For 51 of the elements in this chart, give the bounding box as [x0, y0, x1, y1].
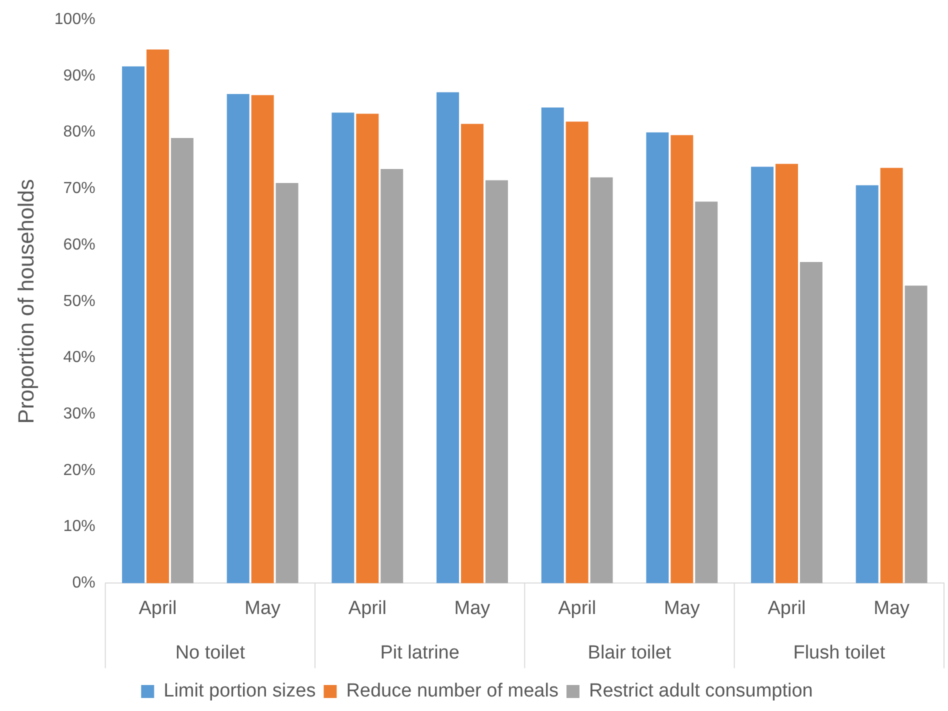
- y-tick-label: 100%: [54, 11, 96, 28]
- y-tick-label: 50%: [63, 292, 96, 310]
- bar: [276, 183, 298, 584]
- bar: [485, 180, 508, 584]
- legend-label: Reduce number of meals: [346, 680, 558, 702]
- bar: [566, 122, 588, 584]
- bar: [775, 164, 798, 584]
- bar: [695, 202, 718, 584]
- bar: [170, 138, 194, 584]
- text: Pit latrine: [380, 642, 460, 664]
- x-tick-label: April: [558, 598, 596, 619]
- x-tick-label: May: [244, 598, 282, 619]
- text: Blair toilet: [588, 642, 672, 664]
- bar: [590, 177, 613, 584]
- bar: [670, 135, 694, 584]
- x-tick-label: April: [138, 598, 177, 619]
- y-tick-label: 30%: [63, 406, 96, 423]
- bar: [460, 124, 484, 584]
- y-axis-title: Proportion of households: [13, 179, 38, 424]
- y-tick-label: 20%: [63, 462, 96, 479]
- bar: [122, 66, 145, 584]
- bar: [146, 49, 169, 584]
- legend-label: Limit portion sizes: [164, 680, 316, 702]
- bar: [226, 94, 250, 584]
- y-tick-label: 10%: [63, 518, 96, 536]
- bar: [904, 286, 928, 584]
- y-tick-label: 90%: [63, 67, 96, 84]
- bar: [800, 262, 822, 584]
- x-tick-label: May: [454, 598, 491, 619]
- bar: [356, 114, 379, 584]
- x-tick-label: April: [348, 598, 386, 619]
- bar: [436, 92, 460, 584]
- bar: [856, 185, 878, 584]
- bar: [380, 168, 404, 584]
- y-tick-label: 60%: [63, 236, 96, 254]
- x-tick-label: May: [664, 598, 700, 619]
- x-tick-label: April: [768, 598, 806, 619]
- bar: [332, 112, 354, 584]
- bar: [251, 95, 274, 584]
- bar: [646, 132, 669, 584]
- text: Flush toilet: [793, 642, 886, 664]
- bar: [751, 166, 774, 584]
- legend-label: Restrict adult consumption: [588, 680, 813, 702]
- y-tick-label: 40%: [63, 349, 96, 366]
- text: No toilet: [175, 642, 246, 664]
- y-tick-label: 80%: [63, 124, 96, 141]
- bar: [880, 168, 903, 584]
- y-tick-label: 70%: [63, 180, 96, 198]
- x-tick-label: May: [874, 598, 910, 619]
- y-tick-label: 0%: [72, 574, 96, 592]
- bar: [541, 108, 564, 584]
